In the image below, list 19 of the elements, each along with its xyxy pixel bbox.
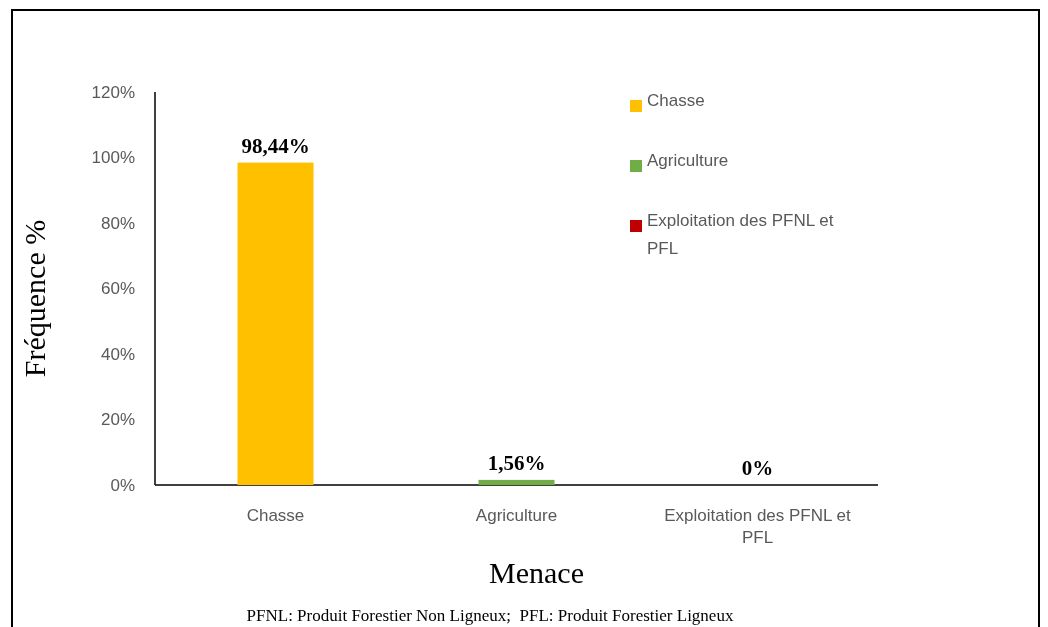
x-axis-title: Menace — [489, 556, 584, 589]
y-tick-label: 60% — [100, 279, 135, 299]
data-label: 1,56% — [487, 450, 546, 475]
y-tick-label: 80% — [100, 213, 135, 233]
data-label: 98,44% — [241, 133, 310, 158]
y-axis-title: Fréquence % — [18, 219, 51, 378]
y-tick-label: 20% — [100, 410, 135, 430]
x-tick-label: Chasse — [246, 506, 305, 525]
y-tick-label: 0% — [110, 475, 135, 495]
text: PFNL: Produit Forestier Non Ligneux; PFL: Produit Forestier Ligneux — [246, 606, 734, 625]
x-tick-label: Exploitation des PFNL et PFL — [664, 506, 852, 547]
legend-label: Agriculture — [647, 151, 729, 170]
y-tick-label: 40% — [100, 344, 135, 364]
y-tick-label: 100% — [91, 148, 135, 168]
y-tick-label: 120% — [91, 82, 135, 102]
legend-label: Chasse — [647, 91, 705, 110]
x-tick-label: Agriculture — [475, 506, 558, 525]
data-label: 0% — [741, 456, 774, 480]
legend-label: Exploitation des PFNL et PFL — [647, 211, 834, 258]
